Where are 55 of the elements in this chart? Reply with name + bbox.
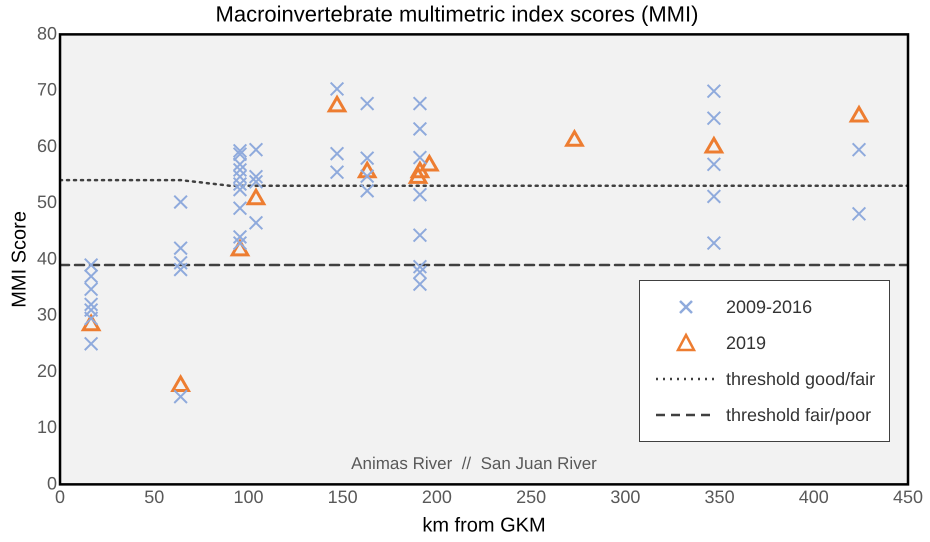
point — [232, 200, 248, 216]
point — [330, 146, 344, 162]
x-tick-label: 50 — [144, 487, 164, 508]
annotation: Animas River // San Juan River — [351, 454, 597, 474]
x-axis-title: km from GKM — [422, 514, 546, 537]
point — [360, 96, 375, 111]
y-tick-label: 20 — [36, 360, 58, 381]
point — [706, 236, 722, 250]
point — [412, 228, 428, 243]
point — [706, 156, 722, 172]
point — [173, 389, 188, 404]
legend-label: 2009-2016 — [726, 296, 812, 318]
point — [412, 187, 428, 202]
point — [248, 142, 264, 158]
point — [360, 150, 375, 166]
point — [232, 230, 248, 244]
x-tick-label: 250 — [516, 487, 546, 508]
point — [412, 150, 428, 165]
point — [330, 82, 344, 96]
point — [173, 262, 188, 277]
point — [852, 206, 866, 222]
y-tick-label: 80 — [36, 23, 58, 44]
legend-label: 2019 — [726, 332, 766, 354]
y-tick-label: 50 — [36, 192, 58, 212]
point — [852, 142, 866, 158]
point — [173, 194, 188, 210]
chart-title: Macroinvertebrate multimetric index scores (MMI) — [216, 1, 698, 26]
x-tick-label: 450 — [892, 487, 924, 508]
point — [706, 189, 722, 204]
legend-label: threshold fair/poor — [726, 404, 872, 426]
point — [706, 84, 722, 99]
point — [248, 215, 264, 230]
point — [412, 122, 428, 136]
x-tick-label: 300 — [610, 487, 640, 508]
x-tick-label: 350 — [704, 487, 735, 508]
point — [330, 164, 344, 180]
x-tick-label: 200 — [422, 487, 452, 508]
y-tick-label: 10 — [36, 417, 58, 438]
point — [706, 110, 722, 126]
y-tick-label: 40 — [36, 248, 58, 268]
point — [412, 259, 428, 274]
x-tick-label: 100 — [233, 487, 264, 508]
y-tick-label: 30 — [36, 304, 58, 325]
y-tick-label: 70 — [36, 80, 58, 100]
legend-label: threshold good/fair — [726, 368, 876, 390]
point — [248, 174, 264, 190]
y-axis-title: MMI Score — [8, 211, 31, 308]
x-tick-label: 150 — [328, 487, 358, 508]
y-tick-label: 60 — [36, 136, 58, 156]
y-tick-label: 0 — [47, 473, 58, 494]
point — [412, 96, 428, 111]
point — [248, 169, 264, 184]
point — [84, 336, 98, 352]
point — [84, 302, 98, 318]
x-tick-label: 400 — [798, 487, 829, 508]
